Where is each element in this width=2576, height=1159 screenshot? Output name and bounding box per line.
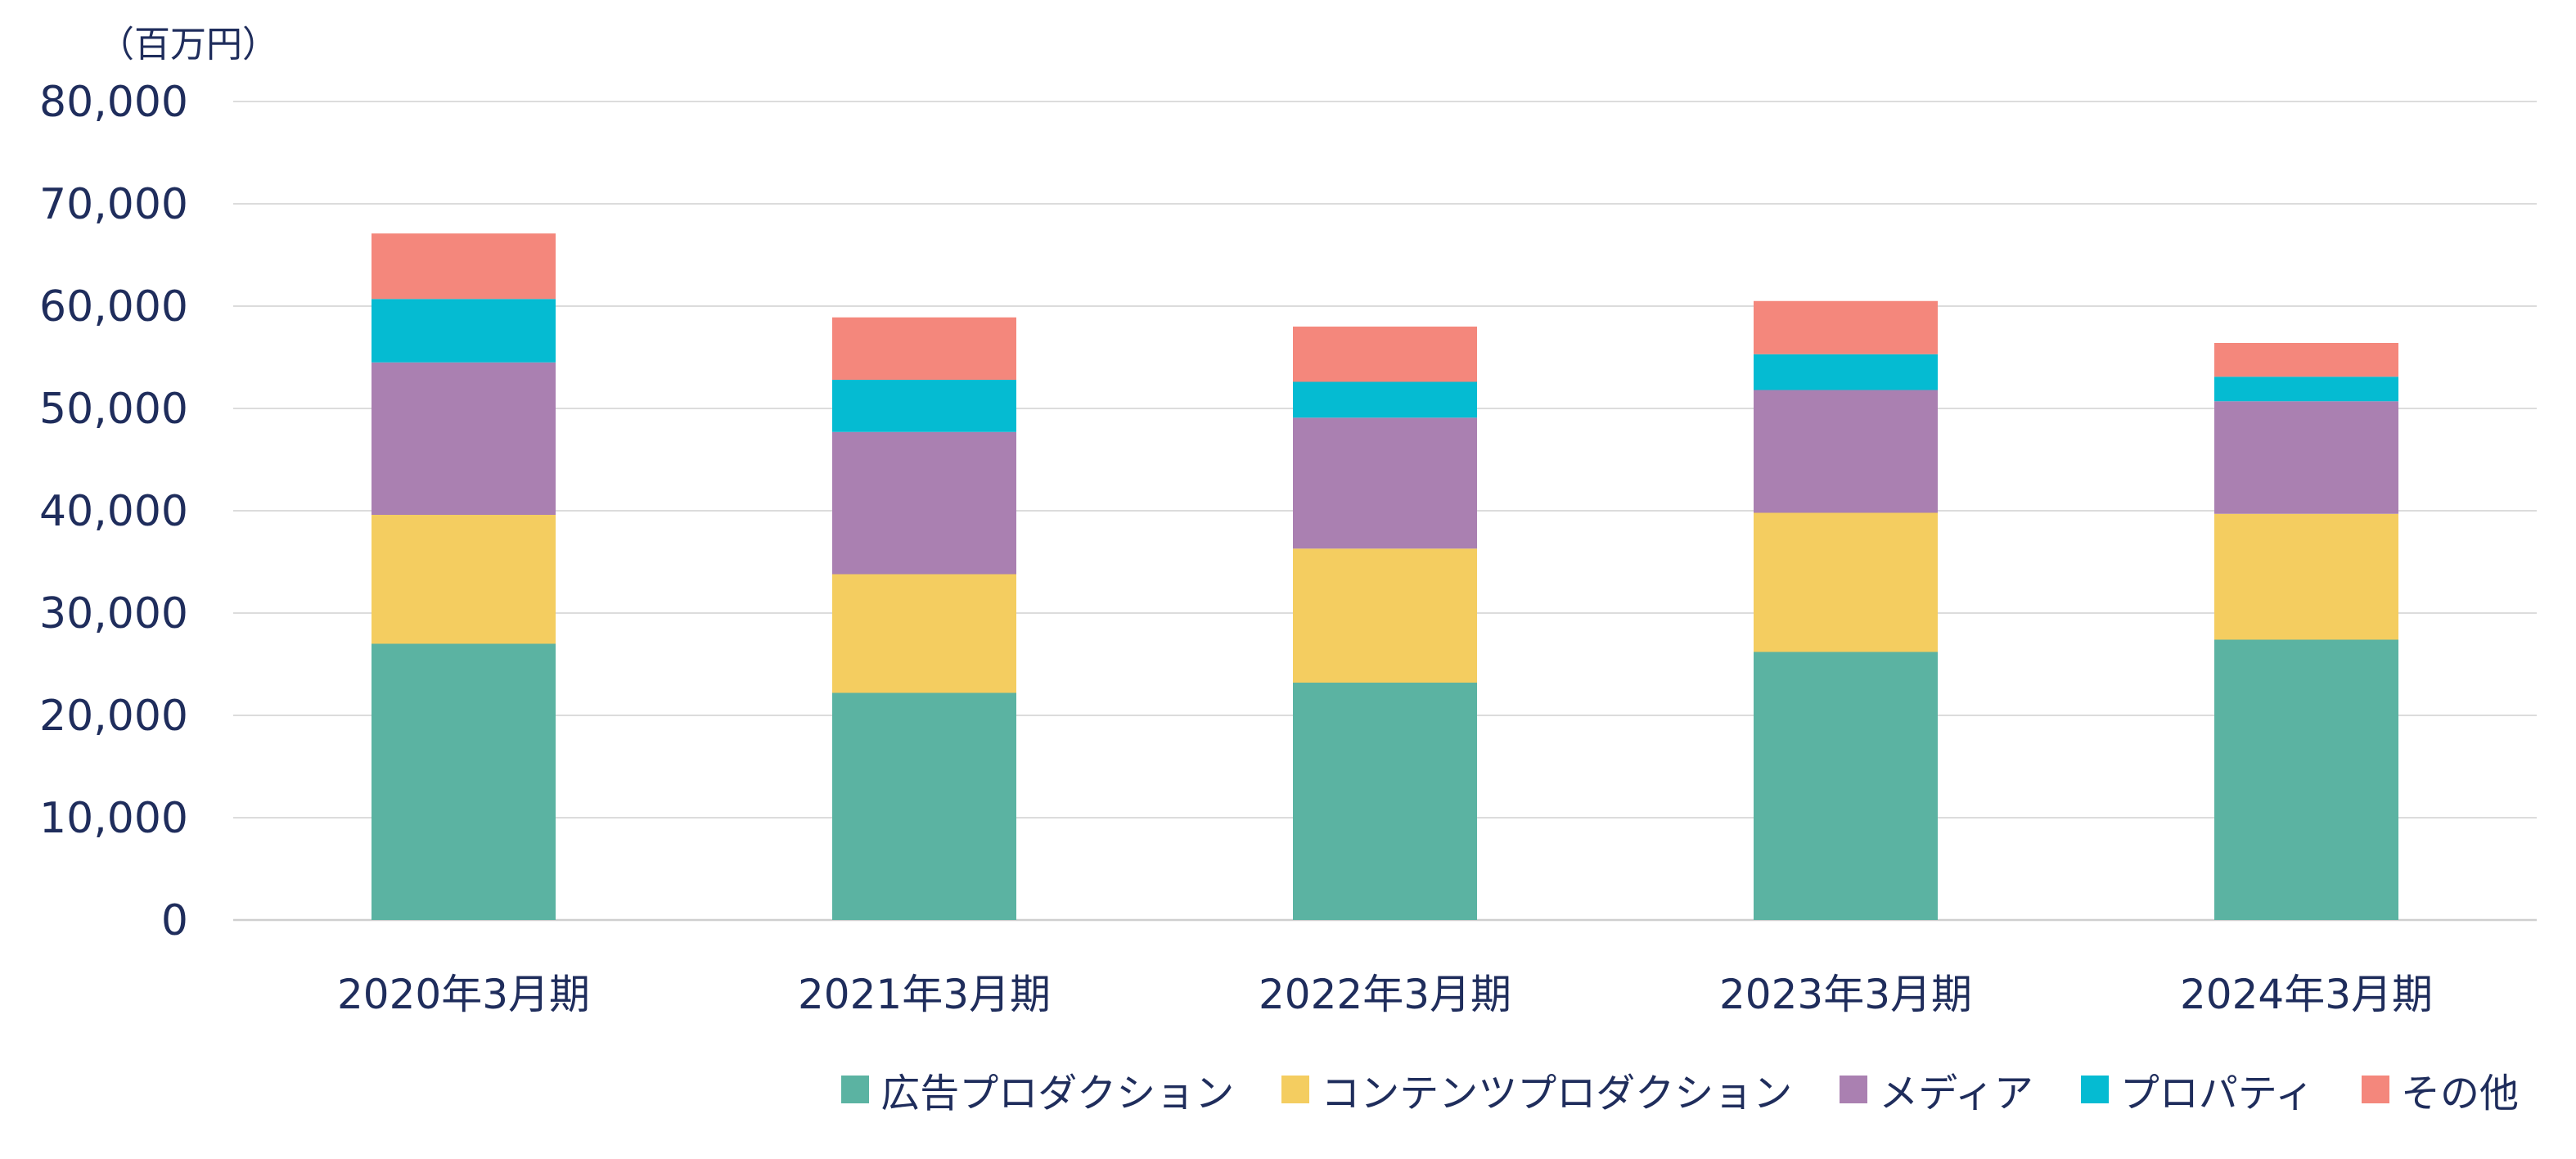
bar-segment [1754,354,1938,390]
y-tick-label: 50,000 [39,385,188,434]
y-tick-label: 20,000 [39,692,188,741]
bar-segment [832,317,1016,380]
bar-segment [1293,683,1477,920]
legend-swatch [1281,1076,1310,1103]
legend-swatch [2080,1076,2109,1103]
y-tick-label: 80,000 [39,78,188,127]
x-tick-label: 2024年3月期 [2180,971,2433,1018]
bar-segment [832,380,1016,432]
bar-segment [1754,300,1938,354]
bar-segment [1293,417,1477,549]
bar-segment [372,362,556,515]
legend-label: コンテンツプロダクション [1321,1071,1793,1116]
bar-segment [1293,548,1477,683]
legend-item: コンテンツプロダクション [1281,1061,1792,1118]
bar-segment [1754,652,1938,920]
bar-segment [372,643,556,920]
legend: 広告プロダクション コンテンツプロダクション メディア プロパティ その他 [841,1061,2519,1118]
bars [372,233,2398,920]
legend-swatch [1840,1076,1868,1103]
legend-label: 広告プロダクション [880,1071,1235,1116]
legend-label: その他 [2400,1071,2519,1116]
x-tick-label: 2021年3月期 [798,971,1051,1018]
bar-segment [832,431,1016,575]
bar-segment [832,574,1016,693]
y-tick-label: 10,000 [39,794,188,843]
legend-item: プロパティ [2080,1061,2314,1118]
legend-item: 広告プロダクション [841,1061,1234,1118]
legend-item: メディア [1840,1061,2033,1118]
legend-label: メディア [1879,1071,2033,1116]
y-axis-unit-label: （百万円） [98,24,278,65]
y-tick-label: 40,000 [39,487,188,536]
bar-segment [832,692,1016,920]
x-axis-ticks: 2020年3月期 2021年3月期 2022年3月期 2023年3月期 2024年3月期 [337,971,2433,1018]
bar-segment [1754,512,1938,652]
bar-segment [372,299,556,363]
x-tick-label: 2023年3月期 [1719,971,1972,1018]
y-axis-ticks: 0 10,000 20,000 30,000 40,000 50,000 60,000 70,… [39,78,188,945]
bar-segment [1293,381,1477,418]
bar-segment [2214,343,2398,377]
bar-segment [1293,327,1477,382]
bar-segment [2214,377,2398,402]
x-tick-label: 2020年3月期 [337,971,590,1018]
legend-item: その他 [2361,1061,2519,1118]
bar-segment [372,233,556,300]
legend-swatch [2361,1076,2389,1103]
bar-segment [2214,513,2398,640]
bar-segment [2214,401,2398,514]
legend-swatch [841,1076,870,1103]
x-tick-label: 2022年3月期 [1259,971,1511,1018]
bar-segment [1754,390,1938,513]
y-tick-label: 0 [161,896,188,945]
y-tick-label: 60,000 [39,282,188,331]
bar-segment [372,515,556,644]
y-tick-label: 70,000 [39,180,188,229]
y-tick-label: 30,000 [39,589,188,638]
bar-segment [2214,639,2398,920]
legend-label: プロパティ [2119,1071,2314,1116]
